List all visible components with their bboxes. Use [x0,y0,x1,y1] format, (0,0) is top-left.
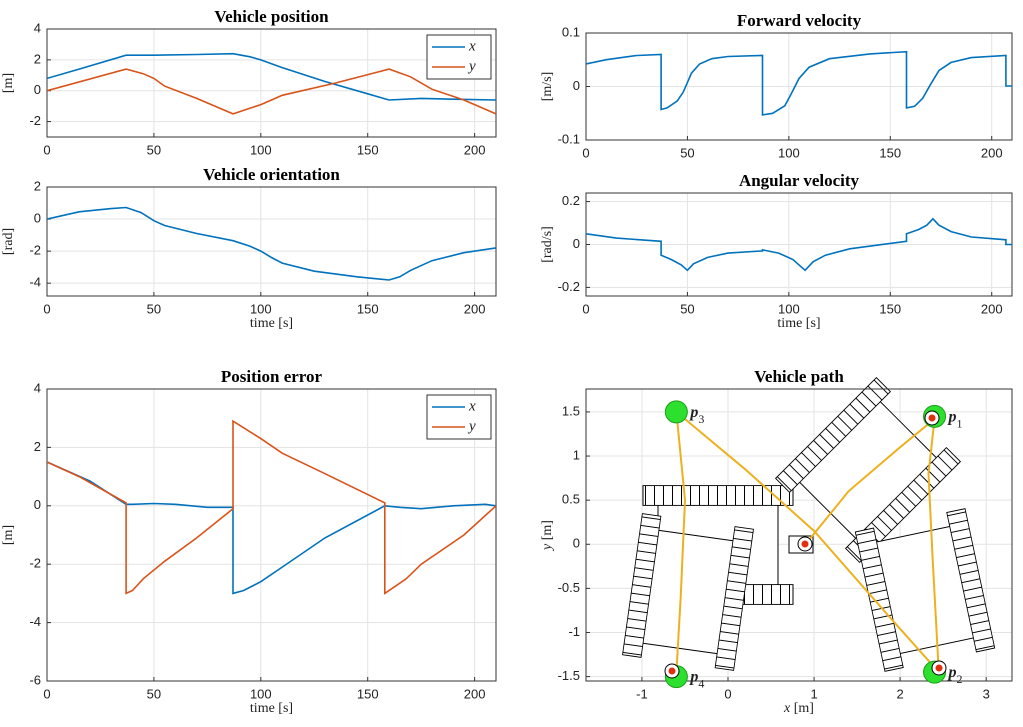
x-tick-label: 1 [810,686,817,701]
x-tick-label: 50 [147,301,161,316]
x-tick-label: 50 [147,142,161,157]
x-tick-label: 0 [43,142,50,157]
y-tick-label: 0 [34,497,41,512]
point-index: 3 [698,412,704,426]
x-tick-label: 50 [147,686,161,701]
legend-box [427,395,491,439]
chart-title: Forward velocity [737,11,862,30]
x-axis-label-symbol: x [783,701,791,716]
x-tick-label: 200 [981,145,1003,160]
x-axis-label: x [m] [783,701,814,716]
y-tick-label: -2 [29,556,41,571]
y-tick-label: -1.5 [558,668,580,683]
x-tick-label: 150 [879,301,901,316]
x-tick-label: 200 [464,142,486,157]
chart-title: Vehicle orientation [203,165,340,184]
legend-label: y [467,58,476,74]
point-name: p [947,408,957,425]
x-tick-label: -1 [636,686,648,701]
x-tick-label: 0 [43,301,50,316]
x-tick-label: 0 [724,686,731,701]
y-tick-label: -6 [29,672,41,687]
chart-title: Vehicle position [214,7,329,26]
y-axis-label: [m/s] [540,72,555,102]
y-tick-label: -0.1 [558,131,580,146]
y-tick-label: 2 [34,178,41,193]
x-tick-label: 200 [981,301,1003,316]
x-axis-label: time [s] [250,316,293,331]
x-tick-label: 2 [897,686,904,701]
y-tick-label: -1 [568,624,580,639]
x-tick-label: 50 [680,301,694,316]
x-tick-label: 100 [778,145,800,160]
chart-title: Angular velocity [739,171,860,190]
x-tick-label: 150 [357,686,379,701]
x-tick-label: 150 [357,301,379,316]
x-tick-label: 0 [43,686,50,701]
y-axis-label-unit: [m] [540,520,555,540]
point-index: 2 [957,672,963,686]
y-axis-label: y [m] [540,520,555,552]
legend-label: x [468,398,476,414]
robot-center [669,668,676,675]
y-tick-label: 0.2 [562,193,580,208]
chart-title: Position error [221,367,323,386]
x-tick-label: 100 [250,686,272,701]
y-tick-label: 0 [34,82,41,97]
x-axis-label: time [s] [250,701,293,716]
y-axis-label: [rad/s] [540,226,555,263]
y-tick-label: 1 [573,447,580,462]
y-axis-label: [m] [1,73,16,93]
point-name: p [688,668,698,685]
robot-center [802,541,809,548]
robot-center [929,415,936,422]
x-tick-label: 0 [582,301,589,316]
y-tick-label: 2 [34,51,41,66]
y-tick-label: -0.2 [558,279,580,294]
legend-label: x [468,38,476,54]
x-tick-label: 150 [357,142,379,157]
y-tick-label: 4 [34,380,41,395]
y-tick-label: 1.5 [562,403,580,418]
y-tick-label: -4 [29,275,41,290]
x-tick-label: 150 [879,145,901,160]
point-index: 4 [698,676,704,690]
x-tick-label: 0 [582,145,589,160]
y-tick-label: 0 [34,210,41,225]
x-tick-label: 3 [983,686,990,701]
y-tick-label: -0.5 [558,580,580,595]
x-tick-label: 200 [464,301,486,316]
y-tick-label: 4 [34,20,41,35]
y-tick-label: -2 [29,113,41,128]
y-axis-label: [rad] [1,228,16,255]
point-name: p [688,404,698,421]
y-axis-label: [m] [1,525,16,545]
y-tick-label: -4 [29,614,41,629]
point-name: p [947,664,957,681]
x-tick-label: 100 [778,301,800,316]
y-tick-label: 0 [573,78,580,93]
target-point [665,401,687,423]
y-axis-label-symbol: y [540,543,555,552]
vehicle [623,514,754,671]
figure: 050100150200-2024Vehicle position[m]xy05… [0,0,1023,727]
chart-title: Vehicle path [754,367,844,386]
x-tick-label: 200 [464,686,486,701]
y-tick-label: 0.1 [562,24,580,39]
x-tick-label: 100 [250,142,272,157]
y-tick-label: 0 [573,236,580,251]
robot-center [936,665,943,672]
y-tick-label: 0 [573,536,580,551]
y-tick-label: -2 [29,243,41,258]
x-tick-label: 50 [680,145,694,160]
x-axis-label-unit: [m] [794,701,814,716]
x-tick-label: 100 [250,301,272,316]
legend-box [427,35,491,79]
point-index: 1 [957,416,963,430]
y-tick-label: 0.5 [562,492,580,507]
legend-label: y [467,418,476,434]
x-axis-label: time [s] [777,316,820,331]
plot-area [47,187,496,296]
y-tick-label: 2 [34,439,41,454]
